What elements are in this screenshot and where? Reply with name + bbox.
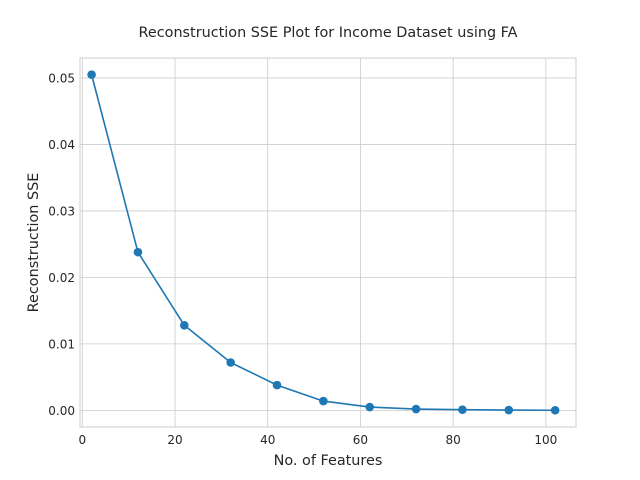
data-point — [226, 358, 235, 367]
data-point — [179, 320, 189, 330]
series-layer — [87, 70, 560, 415]
y-tick-label: 0.00 — [48, 404, 75, 418]
chart-title: Reconstruction SSE Plot for Income Datas… — [139, 25, 518, 41]
x-tick-label: 60 — [353, 433, 368, 447]
y-axis-label: Reconstruction SSE — [26, 173, 42, 313]
data-point — [365, 402, 375, 412]
data-point — [133, 247, 143, 257]
data-point — [272, 380, 282, 390]
x-tick-label: 80 — [446, 433, 461, 447]
x-tick-label: 100 — [534, 433, 557, 447]
y-tick-label: 0.02 — [48, 271, 75, 285]
x-tick-label: 20 — [167, 433, 182, 447]
plot-frame — [79, 57, 577, 428]
data-point — [319, 396, 328, 406]
tick-labels: 0 20 40 60 80 100 0.00 0.01 0.02 0.03 0.04 0.05 — [48, 71, 557, 447]
data-point — [458, 405, 467, 415]
gridlines — [80, 58, 576, 427]
data-point — [504, 405, 514, 415]
data-point — [87, 70, 96, 79]
data-point — [411, 404, 421, 414]
data-point — [550, 405, 560, 415]
y-tick-label: 0.03 — [48, 204, 75, 218]
y-tick-label: 0.01 — [48, 337, 75, 351]
x-tick-label: 0 — [78, 433, 86, 447]
y-tick-label: 0.05 — [48, 71, 75, 85]
x-tick-label: 40 — [260, 433, 275, 447]
y-tick-label: 0.04 — [48, 138, 75, 152]
x-axis-label: No. of Features — [274, 453, 383, 469]
